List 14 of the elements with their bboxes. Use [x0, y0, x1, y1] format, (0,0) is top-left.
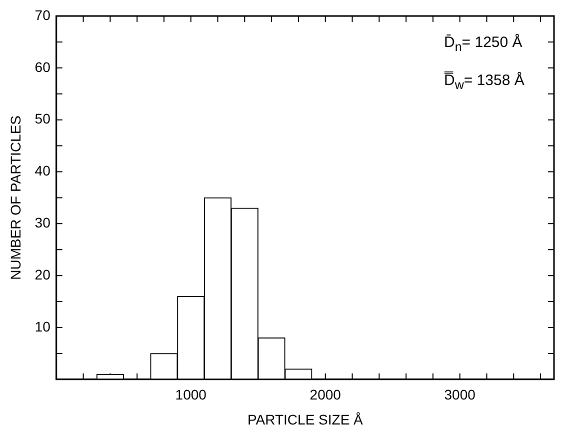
- y-tick-label: 50: [34, 110, 51, 127]
- x-axis-title: PARTICLE SIZE Å: [247, 411, 364, 428]
- y-tick-label: 30: [34, 214, 51, 231]
- y-axis-title: NUMBER OF PARTICLES: [7, 115, 24, 280]
- y-tick-label: 20: [34, 266, 51, 282]
- x-tick-label: 1000: [175, 386, 207, 403]
- x-tick-label: 2000: [310, 386, 342, 403]
- y-tick-label: 40: [34, 162, 51, 179]
- y-tick-label: 60: [34, 58, 51, 75]
- y-tick-label: 10: [34, 318, 51, 334]
- y-tick-label: 70: [34, 6, 51, 23]
- x-tick-label: 3000: [444, 386, 476, 403]
- annotation: D̿$_{w}$= 1358 Å: [444, 72, 524, 92]
- annotation: D̄$_{n}$= 1250 Å: [444, 34, 522, 54]
